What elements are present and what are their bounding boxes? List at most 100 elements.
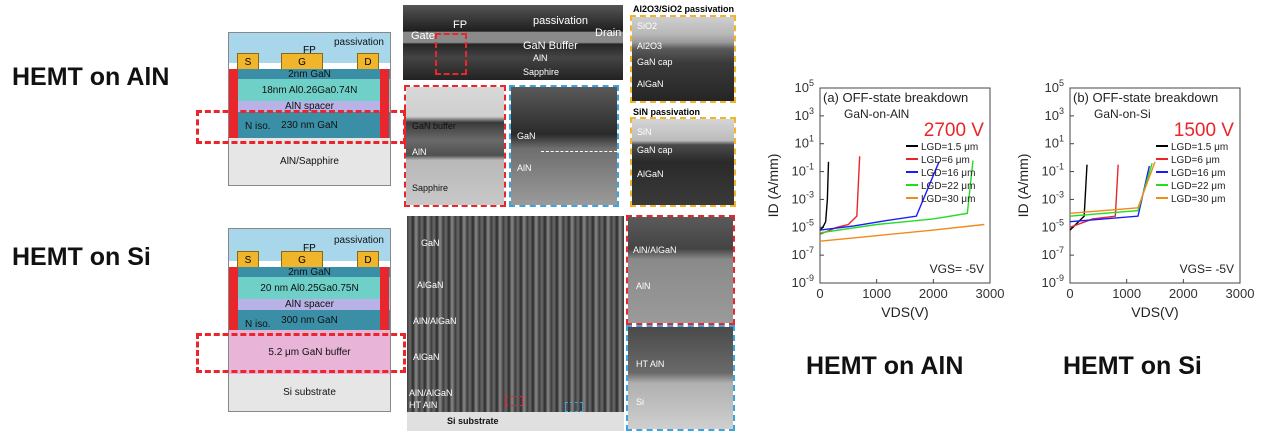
algan-barrier-layer: 18nm Al0.26Ga0.74N (229, 79, 390, 101)
tem-label: AlN (636, 281, 651, 291)
x-tick-label: 2000 (919, 286, 948, 301)
plot-frame (819, 87, 991, 284)
device-si-cross-section: passivation S G FP D 2nm GaN 20 nm Al0.2… (228, 228, 391, 412)
tem-label: Si substrate (447, 416, 499, 426)
legend-label: LGD=1.5 μm (1171, 142, 1228, 153)
tem-label: SiN (637, 127, 652, 137)
tem-label: AlGaN (417, 280, 444, 290)
tem-aln-zoom-left-frame (404, 85, 506, 207)
y-tick-label: 101 (1045, 134, 1064, 151)
y-tick-label: 10-7 (792, 245, 814, 262)
legend-label: LGD=16 μm (1171, 168, 1225, 179)
y-tick-label: 101 (795, 134, 814, 151)
tem-label: AlGaN (637, 169, 664, 179)
algan-barrier-layer: 20 nm Al0.25Ga0.75N (229, 277, 390, 299)
tem-aln-right-top: SiO2 Al2O3 GaN cap AlGaN (632, 17, 734, 101)
n-iso-label: N iso. (245, 121, 271, 132)
y-tick-label: 10-5 (792, 217, 814, 234)
gan-channel-layer: 230 nm GaN (229, 112, 390, 138)
legend-label: LGD=6 μm (1171, 155, 1220, 166)
bias-condition: VGS= -5V (1180, 262, 1234, 276)
y-axis-label: ID (A/mm) (1015, 154, 1031, 218)
y-tick-label: 10-7 (1042, 245, 1064, 262)
tem-label: GaN cap (637, 145, 673, 155)
series-line (819, 156, 861, 235)
breakdown-annotation: 1500 V (1174, 120, 1235, 141)
si-substrate-band (407, 412, 624, 431)
x-tick-label: 2000 (1169, 286, 1198, 301)
title-hemt-si: HEMT on Si (12, 243, 151, 271)
gan-buffer-layer: 5.2 μm GaN buffer (229, 330, 390, 374)
series-line (819, 223, 985, 242)
tem-label: HT AlN (636, 359, 665, 369)
tem-label: AlN (412, 147, 427, 157)
chart-subtitle: GaN-on-AlN (844, 107, 909, 121)
bias-condition: VGS= -5V (930, 262, 984, 276)
passivation-label: passivation (333, 37, 384, 48)
n-iso-left (229, 267, 238, 330)
tem-aln-right-bottom: SiN GaN cap AlGaN (632, 119, 734, 205)
chart-title: (b) OFF-state breakdown (1073, 90, 1218, 105)
tem-label: AlN/AlGaN (409, 388, 453, 398)
y-tick-label: 10-1 (792, 162, 814, 179)
n-iso-left (229, 69, 238, 138)
gan-channel-layer: 300 nm GaN (229, 310, 390, 330)
aln-spacer-layer: AlN spacer (229, 299, 390, 310)
tem-label: passivation (533, 15, 589, 27)
tem-label: Sapphire (523, 67, 560, 77)
si-substrate-layer: Si substrate (229, 374, 390, 411)
chart-subtitle: GaN-on-Si (1094, 107, 1151, 121)
legend-label: LGD=30 μm (921, 194, 975, 205)
tem-si-zoom-bottom-frame (626, 325, 735, 431)
zoom-region-si (196, 333, 406, 373)
tem-label: GaN (421, 238, 440, 248)
tem-label: Al2O3 (637, 41, 663, 51)
x-axis-label: VDS(V) (1131, 304, 1178, 320)
x-tick-label: 0 (816, 286, 823, 301)
tem-si-marker-red (505, 396, 523, 406)
tem-si-zoom-bottom: HT AlN Si (628, 327, 733, 429)
gan-cap-layer: 2nm GaN (229, 267, 390, 278)
series-line (819, 160, 974, 234)
legend-label: LGD=16 μm (921, 168, 975, 179)
n-iso-label: N iso. (245, 319, 271, 330)
tem-si-zoom-top-frame (626, 215, 735, 325)
passivation-label: passivation (333, 235, 384, 246)
passivation-title-2: SiN passivation (633, 107, 701, 117)
tem-aln-zoom-mid-frame (509, 85, 619, 207)
tem-label: AlN/AlGaN (633, 245, 677, 255)
fp-label: FP (303, 243, 316, 254)
tem-aln-zoom-left: GaN buffer AlN Sapphire (406, 87, 504, 205)
tem-si-zoom-top: AlN/AlGaN AlN (628, 217, 733, 323)
tem-aln-right-bottom-frame (630, 117, 736, 207)
title-hemt-si-bottom: HEMT on Si (1063, 352, 1202, 380)
tem-aln-right-top-frame (630, 15, 736, 103)
tem-si-overview: GaN AlGaN AlN/AlGaN AlGaN AlN/AlGaN HT A… (407, 216, 624, 431)
tem-label: AlGaN (637, 79, 664, 89)
tem-label: GaN (517, 131, 536, 141)
series-line (819, 161, 830, 231)
x-tick-label: 0 (1066, 286, 1073, 301)
tem-label: Sapphire (412, 183, 449, 193)
y-tick-label: 10-3 (792, 189, 814, 206)
zoom-region-aln (196, 110, 406, 144)
y-axis-label: ID (A/mm) (765, 154, 781, 218)
fp-label: FP (303, 45, 316, 56)
legend-label: LGD=6 μm (921, 155, 970, 166)
interface-line (541, 151, 617, 152)
tem-aln-region-marker (435, 33, 467, 75)
title-hemt-aln: HEMT on AlN (12, 63, 170, 91)
tem-label: GaN buffer (412, 121, 456, 131)
x-tick-label: 3000 (1226, 286, 1255, 301)
chart-aln-breakdown: 0 1000 2000 3000 10-9 10-7 10-5 10-3 10-1 101 103 1… (765, 78, 1005, 320)
y-tick-label: 10-9 (1042, 273, 1064, 290)
x-tick-label: 1000 (862, 286, 891, 301)
x-tick-label: 3000 (976, 286, 1005, 301)
x-axis-label: VDS(V) (881, 304, 928, 320)
source-contact: S (237, 53, 259, 71)
series-line (1069, 161, 1156, 215)
n-iso-right (380, 69, 389, 138)
tem-label: AlN (517, 163, 532, 173)
tem-aln-overview: Gate FP passivation Drain GaN Buffer AlN… (403, 5, 623, 80)
tem-label: GaN Buffer (523, 40, 578, 52)
